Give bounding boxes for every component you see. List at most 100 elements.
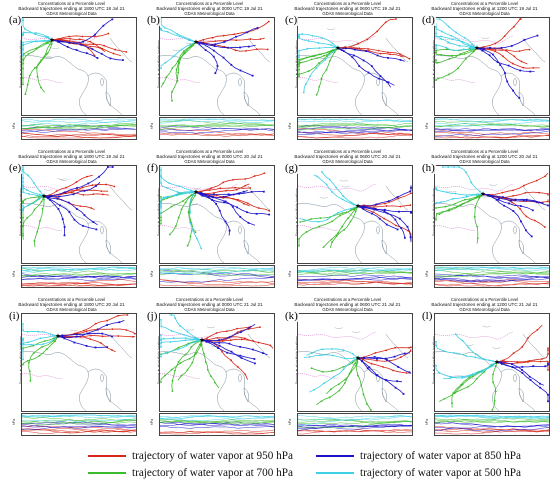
trajectories-700-hpa — [310, 357, 373, 411]
trajectories-500-hpa — [299, 171, 359, 223]
trajectories-950-hpa — [51, 32, 128, 57]
panel-subtitle: Concentrations at a Percentile Level — [37, 297, 106, 302]
trajectories-500-hpa — [435, 166, 484, 205]
panel-label: (k) — [284, 310, 299, 322]
trajectory-map — [297, 313, 413, 412]
panel-data-source: GDAS Meteorological Data — [184, 307, 235, 312]
panel-label: (h) — [421, 162, 436, 174]
trajectories-850-hpa — [476, 34, 539, 99]
panel-data-source: GDAS Meteorological Data — [46, 11, 97, 16]
trajectories-850-hpa — [496, 361, 549, 403]
trajectories-700-hpa — [435, 193, 484, 244]
pressure-profile-strip — [297, 413, 413, 436]
panel-label: (j) — [146, 310, 159, 322]
legend-swatch-850 — [316, 455, 354, 457]
source-star-marker — [199, 337, 205, 343]
trajectories-500-hpa — [303, 348, 359, 393]
legend-swatch-500 — [316, 472, 354, 474]
legend-label-500: trajectory of water vapor at 500 hPa — [360, 467, 521, 479]
legend-item-950: trajectory of water vapor at 950 hPa — [88, 450, 293, 462]
panel-data-source: GDAS Meteorological Data — [46, 159, 97, 164]
trajectories-850-hpa — [57, 320, 125, 349]
panel-subtitle: Concentrations at a Percentile Level — [313, 1, 382, 6]
trajectories-850-hpa — [201, 324, 268, 365]
trajectories-500-hpa — [22, 323, 59, 361]
legend-swatch-950 — [88, 455, 126, 457]
hpa-axis-label: hPa — [288, 270, 293, 278]
trajectories-700-hpa — [160, 339, 220, 393]
trajectory-map — [434, 165, 550, 264]
pressure-profile-strip — [297, 117, 413, 140]
source-star-marker — [49, 37, 55, 43]
trajectories-850-hpa — [357, 185, 412, 243]
trajectories-500-hpa — [298, 33, 339, 94]
panel-title: Backward trajectories ending at 1800 UTC… — [18, 154, 125, 159]
trajectory-panel: Concentrations at a Percentile Level Back… — [6, 0, 137, 143]
hpa-axis-label: hPa — [150, 122, 155, 130]
trajectories-500-hpa — [435, 18, 478, 52]
panel-subtitle: Concentrations at a Percentile Level — [175, 297, 244, 302]
pressure-profile-strip — [159, 413, 275, 436]
pressure-profile-strip — [297, 265, 413, 288]
trajectories-700-hpa — [298, 47, 339, 96]
panel-label: (e) — [8, 162, 23, 174]
panel-title: Backward trajectories ending at 1800 UTC… — [18, 302, 125, 307]
pressure-profile-strip — [21, 117, 137, 140]
trajectory-panel: Concentrations at a Percentile Level Back… — [144, 0, 275, 143]
trajectory-panel: Concentrations at a Percentile Level Back… — [419, 148, 550, 291]
panel-label: (b) — [146, 14, 161, 26]
panel-title: Backward trajectories ending at 0000 UTC… — [156, 6, 263, 11]
panel-subtitle: Concentrations at a Percentile Level — [450, 149, 519, 154]
trajectories-700-hpa — [160, 41, 197, 102]
trajectory-panel: Concentrations at a Percentile Level Back… — [419, 0, 550, 143]
legend-item-500: trajectory of water vapor at 500 hPa — [316, 467, 521, 479]
basemap — [22, 178, 133, 263]
trajectory-panel-grid: Concentrations at a Percentile Level Back… — [6, 0, 550, 439]
panel-label: (c) — [284, 14, 299, 26]
source-star-marker — [355, 355, 361, 361]
panel-label: (f) — [146, 162, 159, 174]
legend-label-700: trajectory of water vapor at 700 hPa — [132, 467, 293, 479]
basemap — [22, 329, 133, 411]
panel-title: Backward trajectories ending at 0600 UTC… — [294, 6, 401, 11]
panel-subtitle: Concentrations at a Percentile Level — [37, 1, 106, 6]
panel-label: (a) — [8, 14, 23, 26]
legend-swatch-700 — [88, 472, 126, 474]
hpa-axis-label: hPa — [425, 122, 430, 130]
source-star-marker — [474, 45, 480, 51]
panel-data-source: GDAS Meteorological Data — [459, 307, 510, 312]
hpa-axis-label: hPa — [425, 270, 430, 278]
trajectories-950-hpa — [496, 324, 549, 371]
source-star-marker — [41, 193, 47, 199]
trajectories-950-hpa — [57, 314, 136, 353]
trajectory-map — [21, 165, 137, 264]
trajectory-panel: Concentrations at a Percentile Level Back… — [144, 296, 275, 439]
pressure-profile-strip — [434, 117, 550, 140]
source-star-marker — [355, 203, 361, 209]
panel-subtitle: Concentrations at a Percentile Level — [175, 1, 244, 6]
trajectories-500-hpa — [22, 18, 53, 57]
panel-data-source: GDAS Meteorological Data — [322, 307, 373, 312]
trajectories-850-hpa — [51, 18, 124, 61]
hpa-axis-label: hPa — [150, 418, 155, 426]
legend: trajectory of water vapor at 950 hPa tra… — [0, 446, 550, 484]
trajectories-500-hpa — [435, 333, 498, 380]
trajectories-700-hpa — [439, 361, 498, 411]
trajectories-950-hpa — [357, 192, 412, 241]
trajectories-850-hpa — [357, 352, 412, 395]
trajectories-850-hpa — [482, 193, 549, 238]
panel-label: (d) — [421, 14, 436, 26]
trajectory-map — [434, 17, 550, 116]
panel-data-source: GDAS Meteorological Data — [322, 159, 373, 164]
panel-subtitle: Concentrations at a Percentile Level — [313, 297, 382, 302]
trajectory-map — [159, 313, 275, 412]
panel-label: (g) — [284, 162, 299, 174]
panel-subtitle: Concentrations at a Percentile Level — [37, 149, 106, 154]
trajectory-panel: Concentrations at a Percentile Level Back… — [419, 296, 550, 439]
trajectory-panel: Concentrations at a Percentile Level Back… — [282, 0, 413, 143]
hpa-axis-label: hPa — [288, 418, 293, 426]
pressure-profile-strip — [434, 265, 550, 288]
pressure-profile-strip — [21, 265, 137, 288]
panel-title: Backward trajectories ending at 1200 UTC… — [431, 6, 538, 11]
trajectories-500-hpa — [22, 166, 45, 212]
